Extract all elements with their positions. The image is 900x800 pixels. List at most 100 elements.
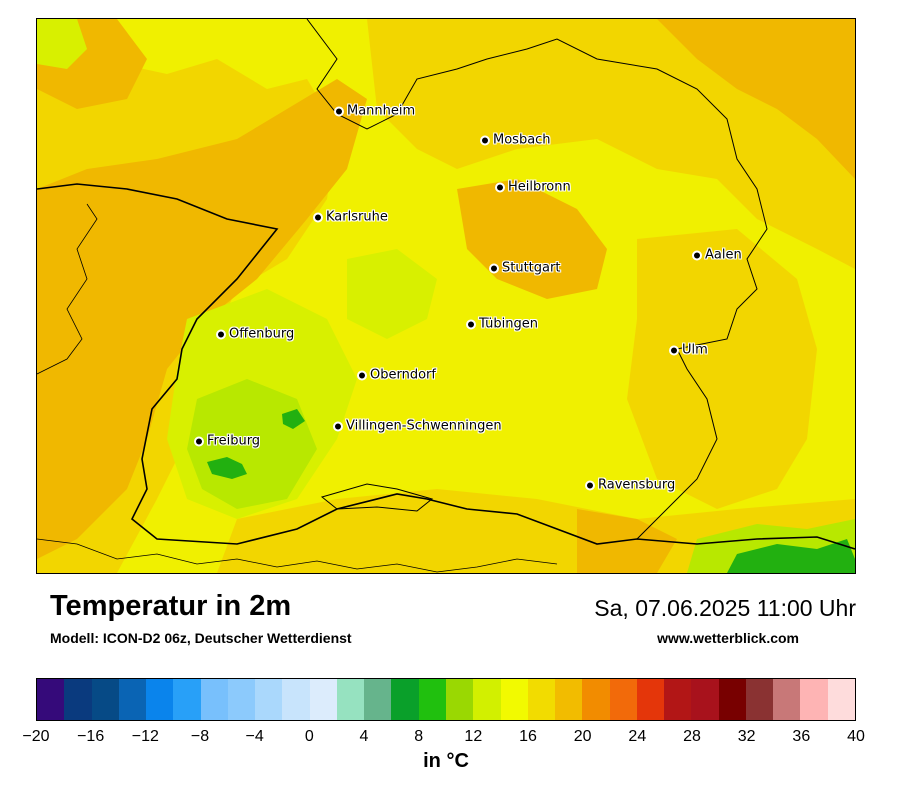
- border-west: [37, 203, 98, 375]
- legend-color-cell: [582, 679, 610, 720]
- legend-color-cell: [527, 679, 556, 720]
- city-mannheim[interactable]: Mannheim: [334, 104, 415, 119]
- legend-tick-label: 24: [628, 728, 647, 745]
- city-marker-icon: [585, 480, 595, 490]
- city-offenburg[interactable]: Offenburg: [216, 327, 294, 342]
- legend-color-cell: [282, 679, 310, 720]
- legend-color-cell: [173, 679, 201, 720]
- city-freiburg[interactable]: Freiburg: [194, 434, 260, 449]
- legend-color-cell: [745, 679, 774, 720]
- legend-color-cell: [773, 679, 801, 720]
- city-marker-icon: [216, 329, 226, 339]
- legend-color-cell: [827, 679, 855, 720]
- city-label: Mosbach: [493, 132, 551, 148]
- city-karlsruhe[interactable]: Karlsruhe: [313, 210, 388, 225]
- field-cool-alb: [347, 249, 437, 339]
- city-label: Tübingen: [479, 316, 538, 332]
- city-heilbronn[interactable]: Heilbronn: [495, 180, 571, 195]
- city-marker-icon: [357, 370, 367, 380]
- city-ravensburg[interactable]: Ravensburg: [585, 478, 675, 493]
- city-stuttgart[interactable]: Stuttgart: [489, 261, 560, 276]
- city-oberndorf[interactable]: Oberndorf: [357, 368, 436, 383]
- city-label: Villingen-Schwenningen: [346, 418, 502, 434]
- city-ulm[interactable]: Ulm: [669, 343, 708, 358]
- field-warmer-east: [627, 229, 817, 509]
- city-marker-icon: [480, 135, 490, 145]
- legend-tick-label: 40: [847, 728, 865, 745]
- city-marker-icon: [194, 436, 204, 446]
- legend-color-cell: [718, 679, 746, 720]
- border-state-inner: [306, 19, 768, 540]
- legend-color-cell: [691, 679, 719, 720]
- legend-color-cell: [227, 679, 256, 720]
- city-aalen[interactable]: Aalen: [692, 248, 742, 263]
- legend-color-cell: [555, 679, 583, 720]
- forecast-datetime: Sa, 07.06.2025 11:00 Uhr: [594, 595, 856, 621]
- city-marker-icon: [313, 212, 323, 222]
- field-cooler-blackforest: [187, 379, 317, 509]
- legend-color-cell: [336, 679, 365, 720]
- border-lake: [320, 483, 434, 512]
- legend-color-cell: [37, 679, 65, 720]
- field-green-feldberg: [207, 457, 247, 479]
- legend-color-cell: [664, 679, 692, 720]
- city-label: Heilbronn: [508, 179, 571, 195]
- field-green-small: [282, 409, 305, 429]
- city-marker-icon: [489, 263, 499, 273]
- city-marker-icon: [466, 319, 476, 329]
- city-label: Karlsruhe: [326, 209, 388, 225]
- legend-color-cell: [200, 679, 228, 720]
- legend-color-cell: [146, 679, 174, 720]
- legend-color-cell: [500, 679, 528, 720]
- map-title: Temperatur in 2m: [50, 590, 292, 622]
- field-cool-north-left: [37, 19, 87, 69]
- city-tuebingen[interactable]: Tübingen: [466, 317, 538, 332]
- legend-tick-label: 36: [792, 728, 811, 745]
- legend-tick-label: −20: [22, 728, 50, 745]
- legend-unit: in °C: [423, 750, 469, 772]
- temperature-map[interactable]: Mannheim Mosbach Heilbronn Karlsruhe Aal…: [36, 18, 856, 574]
- legend-color-cell: [91, 679, 119, 720]
- legend-color-cell: [445, 679, 474, 720]
- legend-tick-label: 8: [414, 728, 424, 745]
- legend-tick-label: −12: [131, 728, 159, 745]
- border-south: [37, 538, 558, 573]
- field-warmer-southwest: [37, 369, 127, 529]
- city-mosbach[interactable]: Mosbach: [480, 133, 551, 148]
- city-marker-icon: [334, 106, 344, 116]
- legend-tick-label: 32: [737, 728, 756, 745]
- color-legend: [36, 678, 856, 721]
- field-warmer-northeast: [657, 19, 855, 179]
- legend-tick-label: −4: [245, 728, 264, 745]
- legend-color-cell: [800, 679, 828, 720]
- city-label: Aalen: [705, 247, 742, 263]
- city-label: Mannheim: [347, 103, 416, 119]
- legend-tick-label: −16: [77, 728, 105, 745]
- city-label: Ravensburg: [598, 477, 676, 493]
- temperature-field: [37, 19, 855, 573]
- website-link[interactable]: www.wetterblick.com: [657, 630, 799, 646]
- legend-color-cell: [391, 679, 419, 720]
- city-villingen-schwenningen[interactable]: Villingen-Schwenningen: [333, 419, 502, 434]
- legend-color-cell: [636, 679, 665, 720]
- legend-color-cell: [255, 679, 283, 720]
- field-green-alps: [727, 539, 855, 573]
- color-legend-ticks: −20 −16 −12 −8 −4 0 4 8 12 16 20 24 28 32 36 40: [22, 728, 864, 748]
- city-label: Oberndorf: [370, 367, 436, 383]
- city-label: Offenburg: [229, 326, 295, 342]
- city-marker-icon: [692, 250, 702, 260]
- city-label: Ulm: [682, 342, 708, 358]
- legend-color-cell: [309, 679, 337, 720]
- legend-color-cell: [118, 679, 147, 720]
- model-source: Modell: ICON-D2 06z, Deutscher Wetterdie…: [50, 630, 352, 646]
- city-marker-icon: [333, 421, 343, 431]
- legend-tick-label: 0: [304, 728, 314, 745]
- legend-tick-label: 20: [573, 728, 592, 745]
- city-label: Stuttgart: [502, 260, 561, 276]
- city-marker-icon: [669, 345, 679, 355]
- legend-tick-label: 12: [464, 728, 483, 745]
- legend-tick-label: 28: [683, 728, 701, 745]
- legend-tick-label: 16: [519, 728, 537, 745]
- legend-tick-label: −8: [190, 728, 210, 745]
- city-marker-icon: [495, 182, 505, 192]
